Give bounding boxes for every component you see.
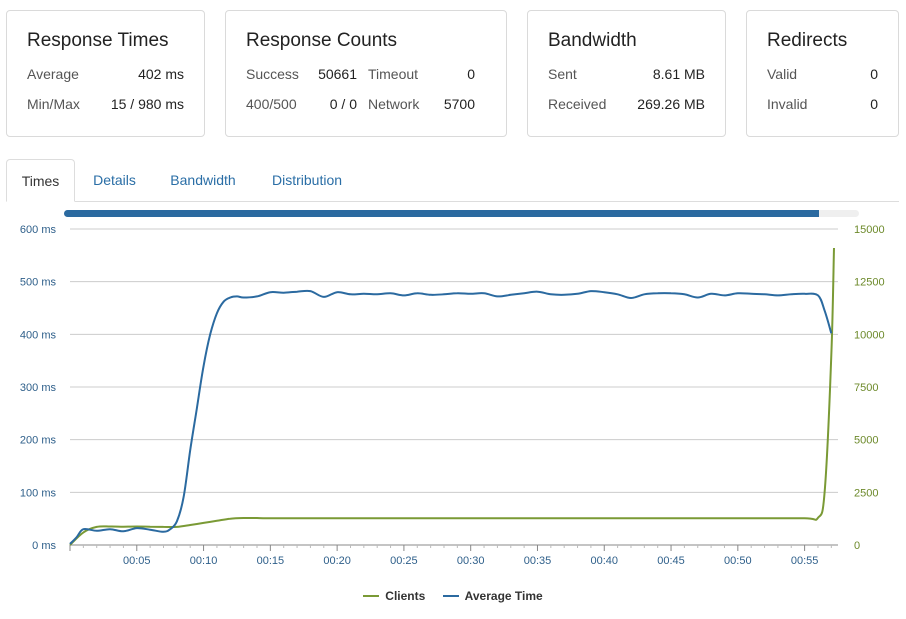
series-line-clients: [69, 247, 835, 546]
y-left-tick-label: 200 ms: [20, 435, 57, 447]
y-right-tick-label: 5000: [854, 435, 878, 447]
y-left-tick-label: 100 ms: [20, 487, 57, 499]
progress-bar: [64, 210, 859, 217]
x-tick-label: 00:25: [390, 555, 418, 567]
tab-times[interactable]: Times: [6, 159, 75, 202]
success-label: Success: [246, 66, 299, 82]
y-right-tick-label: 10000: [854, 329, 885, 341]
chart-legend: Clients Average Time: [0, 589, 906, 603]
tab-details[interactable]: Details: [93, 172, 136, 188]
legend-item-average-time[interactable]: Average Time: [442, 589, 543, 603]
tab-bandwidth[interactable]: Bandwidth: [170, 172, 236, 188]
tab-bar: Times Details Bandwidth Distribution: [6, 159, 899, 202]
progress-fill: [64, 210, 820, 217]
y-left-tick-label: 600 ms: [20, 224, 57, 236]
legend-label: Clients: [385, 589, 426, 603]
series-line-average-time: [69, 289, 833, 545]
received-label: Received: [548, 96, 607, 112]
bandwidth-card: Bandwidth Sent 8.61 MB Received 269.26 M…: [527, 10, 726, 137]
card-title: Redirects: [767, 30, 848, 51]
y-left-tick-label: 500 ms: [20, 277, 57, 289]
y-right-tick-label: 2500: [854, 487, 878, 499]
x-tick-label: 00:35: [524, 555, 552, 567]
x-tick-label: 00:15: [257, 555, 285, 567]
y-left-tick-label: 0 ms: [32, 540, 56, 552]
tab-distribution[interactable]: Distribution: [271, 172, 343, 188]
minmax-value: 15 / 980 ms: [110, 96, 184, 112]
x-tick-label: 00:50: [724, 555, 752, 567]
invalid-label: Invalid: [767, 96, 808, 112]
y-right-tick-label: 12500: [854, 277, 885, 289]
card-title: Response Times: [27, 30, 169, 51]
average-value: 402 ms: [138, 66, 184, 82]
valid-label: Valid: [767, 66, 798, 82]
average-label: Average: [27, 66, 79, 82]
redirects-card: Redirects Valid 0 Invalid 0: [746, 10, 899, 137]
x-tick-label: 00:10: [190, 555, 218, 567]
card-title: Bandwidth: [548, 30, 637, 51]
error-codes-value: 0 / 0: [329, 96, 357, 112]
sent-value: 8.61 MB: [652, 66, 705, 82]
timeout-label: Timeout: [368, 66, 419, 82]
x-tick-label: 00:20: [323, 555, 351, 567]
response-counts-card: Response Counts Success 50661 Timeout 0 …: [225, 10, 507, 137]
sent-label: Sent: [548, 66, 577, 82]
error-codes-label: 400/500: [246, 96, 297, 112]
network-value: 5700: [443, 96, 475, 112]
x-tick-label: 00:45: [657, 555, 685, 567]
y-left-tick-label: 300 ms: [20, 382, 57, 394]
legend-label: Average Time: [464, 589, 543, 603]
x-tick-label: 00:40: [590, 555, 618, 567]
success-value: 50661: [318, 66, 357, 82]
response-times-card: Response Times Average 402 ms Min/Max 15…: [6, 10, 205, 137]
x-tick-label: 00:05: [123, 555, 151, 567]
minmax-label: Min/Max: [27, 96, 80, 112]
x-tick-label: 00:30: [457, 555, 485, 567]
y-right-tick-label: 15000: [854, 224, 885, 236]
invalid-value: 0: [870, 96, 878, 112]
y-right-tick-label: 0: [854, 540, 860, 552]
y-left-tick-label: 400 ms: [20, 329, 57, 341]
x-tick-label: 00:55: [791, 555, 819, 567]
legend-swatch-average-time: [442, 594, 459, 597]
response-time-chart: 0 ms 100 ms 200 ms 300 ms 400 ms 500 ms 600 ms…: [20, 224, 885, 567]
legend-item-clients[interactable]: Clients: [363, 589, 425, 603]
card-title: Response Counts: [246, 30, 398, 51]
legend-swatch-clients: [363, 594, 380, 597]
received-value: 269.26 MB: [637, 96, 705, 112]
valid-value: 0: [870, 66, 878, 82]
timeout-value: 0: [467, 66, 475, 82]
network-label: Network: [368, 96, 420, 112]
y-right-tick-label: 7500: [854, 382, 878, 394]
